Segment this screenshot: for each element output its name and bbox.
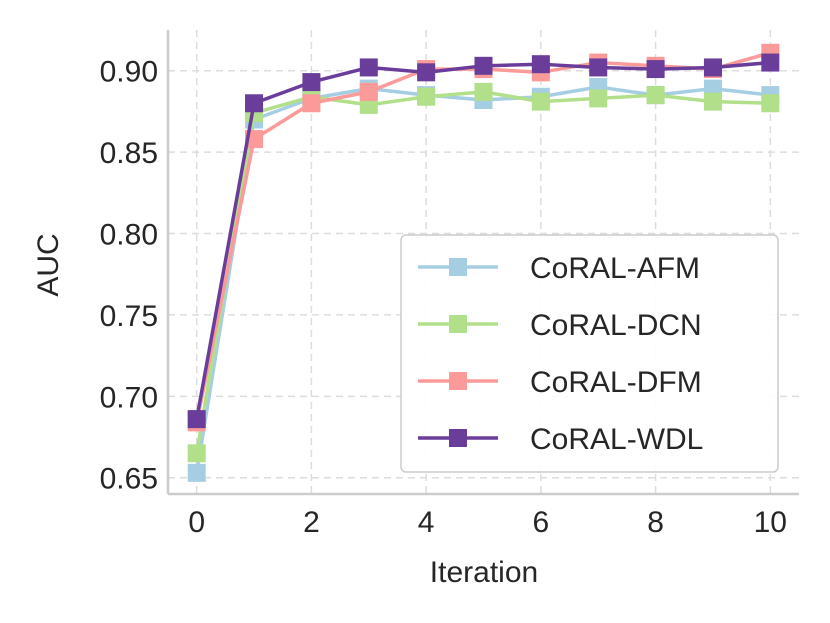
legend-frame <box>400 234 779 473</box>
legend-item-coral-dcn: CoRAL-DCN <box>418 309 702 342</box>
data-point-coral-dcn <box>531 92 550 111</box>
y-tick-label: 0.65 <box>100 463 158 496</box>
data-point-coral-wdl <box>761 53 780 72</box>
y-axis-label: AUC <box>32 233 65 296</box>
data-point-coral-wdl <box>531 55 550 74</box>
legend-label: CoRAL-DFM <box>530 366 702 399</box>
data-point-coral-dcn <box>474 82 493 101</box>
x-tick-label: 6 <box>533 506 550 539</box>
data-point-coral-dfm <box>359 82 378 101</box>
data-point-coral-afm <box>187 463 206 482</box>
data-point-coral-wdl <box>417 63 436 82</box>
data-point-coral-dcn <box>187 444 206 463</box>
data-point-coral-wdl <box>302 73 321 92</box>
data-point-coral-wdl <box>646 60 665 79</box>
legend-label: CoRAL-WDL <box>530 423 703 456</box>
data-point-coral-wdl <box>703 58 722 77</box>
legend-swatch-marker <box>449 372 467 390</box>
legend-item-coral-wdl: CoRAL-WDL <box>418 423 703 456</box>
data-point-coral-dcn <box>646 86 665 105</box>
data-point-coral-dfm <box>302 94 321 113</box>
series-coral-dcn <box>187 82 780 463</box>
y-tick-label: 0.75 <box>100 300 158 333</box>
data-point-coral-wdl <box>359 58 378 77</box>
legend-swatch-marker <box>449 429 467 447</box>
axes <box>166 30 799 496</box>
x-tick-label: 8 <box>647 506 664 539</box>
data-point-coral-dcn <box>703 92 722 111</box>
tick-labels: 0 2 4 6 8 10 0.65 0.70 0.75 0.80 0.85 0.90 <box>100 56 787 539</box>
data-point-coral-wdl <box>589 58 608 77</box>
x-tick-label: 4 <box>418 506 435 539</box>
y-tick-label: 0.90 <box>100 56 158 89</box>
legend-label: CoRAL-AFM <box>530 252 700 285</box>
x-tick-label: 2 <box>303 506 320 539</box>
series-coral-wdl <box>187 53 780 429</box>
y-tick-label: 0.70 <box>100 381 158 414</box>
data-point-coral-wdl <box>245 94 264 113</box>
legend-swatch-marker <box>449 315 467 333</box>
legend: CoRAL-AFM CoRAL-DCN CoRAL-DFM CoRAL-WDL <box>400 234 779 473</box>
legend-item-coral-dfm: CoRAL-DFM <box>418 366 702 399</box>
y-tick-label: 0.80 <box>100 219 158 252</box>
legend-item-coral-afm: CoRAL-AFM <box>418 252 700 285</box>
data-point-coral-dcn <box>589 89 608 108</box>
data-point-coral-dcn <box>417 87 436 106</box>
series-lines <box>187 43 780 482</box>
legend-swatch-marker <box>449 258 467 276</box>
data-point-coral-wdl <box>474 56 493 75</box>
x-axis-label: Iteration <box>430 556 538 589</box>
x-tick-label: 10 <box>754 506 787 539</box>
y-tick-label: 0.85 <box>100 137 158 170</box>
data-point-coral-dcn <box>761 94 780 113</box>
x-tick-label: 0 <box>188 506 205 539</box>
data-point-coral-wdl <box>187 410 206 429</box>
legend-label: CoRAL-DCN <box>530 309 702 342</box>
